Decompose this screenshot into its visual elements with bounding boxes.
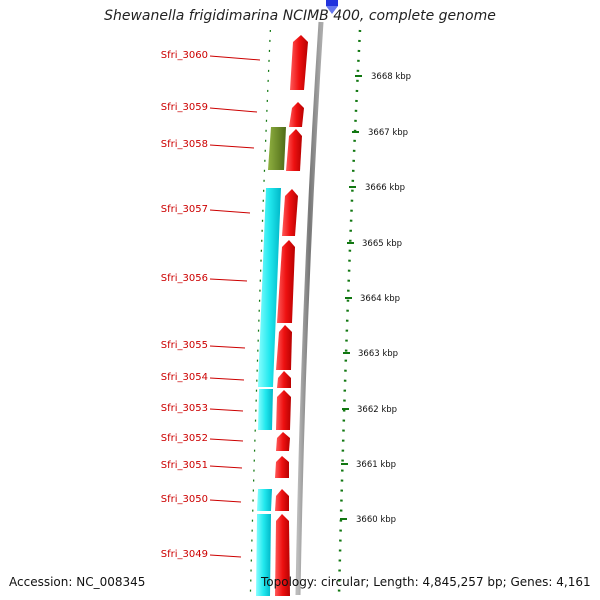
cds-feature xyxy=(277,240,295,323)
gene-label: Sfri_3051 xyxy=(161,460,208,471)
blast-hit-feature xyxy=(257,489,272,511)
gene-label-leader-line xyxy=(209,499,242,503)
scale-label: 3661 kbp xyxy=(356,460,396,470)
gene-label-leader-line xyxy=(209,345,246,349)
cds-feature xyxy=(275,514,290,596)
gene-label: Sfri_3059 xyxy=(161,102,208,113)
gene-label: Sfri_3056 xyxy=(161,273,208,284)
cds-feature xyxy=(275,489,289,511)
blast-hit-feature xyxy=(258,188,281,387)
gene-label-leader-line xyxy=(209,278,248,282)
gene-label-leader-line xyxy=(209,554,242,558)
scale-label: 3663 kbp xyxy=(358,349,398,359)
gene-label-leader-line xyxy=(209,55,261,61)
cds-feature xyxy=(277,371,291,388)
blast-hit-track xyxy=(256,188,281,596)
scale-label: 3666 kbp xyxy=(365,183,405,193)
scale-label: 3668 kbp xyxy=(371,72,411,82)
gene-label-leader-line xyxy=(209,107,258,113)
blast-hit-feature xyxy=(256,514,271,596)
highlight-marker xyxy=(326,0,338,6)
other-feature xyxy=(268,127,286,170)
gene-labels: Sfri_3060 Sfri_3059 Sfri_3058 Sfri_3057 Sfri… xyxy=(161,50,261,560)
cds-feature xyxy=(276,432,290,451)
gene-label-leader-line xyxy=(209,408,244,412)
map-title: Shewanella frigidimarina NCIMB 400, comp… xyxy=(104,8,496,24)
gene-label-leader-line xyxy=(209,438,244,442)
gene-label: Sfri_3057 xyxy=(161,204,208,215)
cds-feature xyxy=(276,390,291,430)
cds-feature xyxy=(286,129,302,171)
topology-label: Topology: circular; Length: 4,845,257 bp… xyxy=(261,575,591,589)
gene-label: Sfri_3053 xyxy=(161,403,208,414)
outer-tick-ring xyxy=(337,29,362,596)
cds-feature xyxy=(290,35,308,90)
scale-label: 3667 kbp xyxy=(368,128,408,138)
cds-feature xyxy=(276,325,292,370)
gene-label-leader-line xyxy=(209,377,245,381)
cds-track xyxy=(275,35,308,596)
gene-label: Sfri_3049 xyxy=(161,549,208,560)
cds-feature xyxy=(282,189,298,236)
gene-label: Sfri_3058 xyxy=(161,139,208,150)
accession-label: Accession: NC_008345 xyxy=(9,575,146,589)
gene-label: Sfri_3054 xyxy=(161,372,208,383)
genome-backbone xyxy=(295,21,324,596)
scale-labels: 3668 kbp 3667 kbp 3666 kbp 3665 kbp 3664 kbp… xyxy=(340,72,411,525)
blast-hit-feature xyxy=(258,389,273,430)
gene-label: Sfri_3055 xyxy=(161,340,208,351)
gene-label-leader-line xyxy=(209,209,251,214)
gene-label: Sfri_3052 xyxy=(161,433,208,444)
scale-label: 3660 kbp xyxy=(356,515,396,525)
cds-feature xyxy=(289,102,304,127)
gene-label-leader-line xyxy=(209,465,243,469)
scale-label: 3664 kbp xyxy=(360,294,400,304)
scale-label: 3665 kbp xyxy=(362,239,402,249)
gene-label: Sfri_3050 xyxy=(161,494,208,505)
gene-label: Sfri_3060 xyxy=(161,50,208,61)
cds-feature xyxy=(275,456,289,478)
gene-label-leader-line xyxy=(209,144,255,149)
scale-label: 3662 kbp xyxy=(357,405,397,415)
